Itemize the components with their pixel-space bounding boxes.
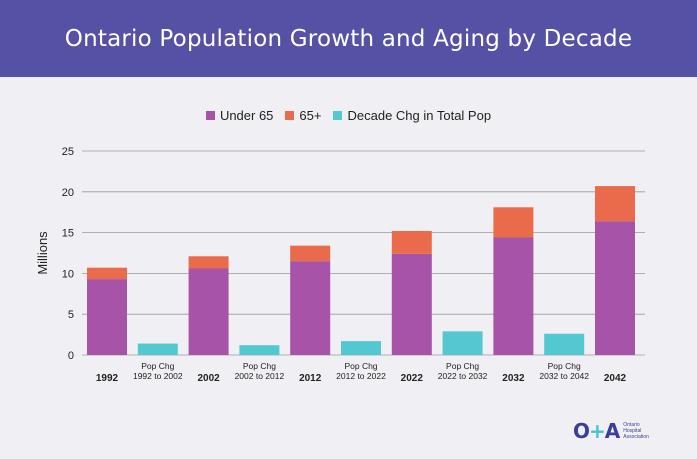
bar-decade-chg-in-total-pop-7 xyxy=(442,331,483,355)
x-tick-label: Pop Chg xyxy=(548,361,581,371)
bar-65--8 xyxy=(493,207,534,238)
bar-decade-chg-in-total-pop-9 xyxy=(544,333,585,355)
logo-letter-a: A xyxy=(604,419,621,443)
logo-plus-icon: + xyxy=(589,419,606,443)
bar-under-65-6 xyxy=(391,253,432,355)
bar-decade-chg-in-total-pop-3 xyxy=(239,345,280,355)
y-tick-label: 25 xyxy=(62,146,74,158)
legend-item-under65: Under 65 xyxy=(205,108,274,123)
x-tick-label: Pop Chg xyxy=(446,361,479,371)
legend-swatch-under65 xyxy=(205,111,215,120)
x-tick-sublabel: 1992 to 2002 xyxy=(133,371,183,381)
header-bar: Ontario Population Growth and Aging by D… xyxy=(0,0,697,77)
x-tick-label: Pop Chg xyxy=(141,361,174,371)
x-tick-label: 1992 xyxy=(96,373,119,384)
bar-65--10 xyxy=(595,186,635,222)
x-tick-label: 2002 xyxy=(197,373,220,384)
legend-label-65plus: 65+ xyxy=(299,108,322,123)
bar-under-65-10 xyxy=(595,221,635,355)
x-tick-label: 2022 xyxy=(401,373,424,384)
x-tick-sublabel: 2032 to 2042 xyxy=(539,371,589,381)
legend-item-change: Decade Chg in Total Pop xyxy=(333,108,491,123)
x-tick-label: 2032 xyxy=(502,373,525,384)
bar-65--2 xyxy=(188,256,229,269)
x-tick-sublabel: 2002 to 2012 xyxy=(235,371,285,381)
y-tick-label: 15 xyxy=(62,228,74,240)
logo-text: Ontario Hospital Association xyxy=(623,422,663,440)
legend-swatch-change xyxy=(333,111,343,120)
logo-text-line3: Association xyxy=(623,434,649,440)
y-tick-label: 0 xyxy=(68,350,74,362)
bar-decade-chg-in-total-pop-5 xyxy=(341,341,381,355)
bar-under-65-8 xyxy=(493,237,534,355)
y-axis-label: Millions xyxy=(35,231,50,275)
legend-item-65plus: 65+ xyxy=(285,108,321,123)
bar-under-65-0 xyxy=(87,279,127,355)
x-tick-label: Pop Chg xyxy=(243,361,276,371)
x-tick-sublabel: 2012 to 2022 xyxy=(336,371,386,381)
y-tick-label: 10 xyxy=(62,268,74,280)
x-tick-label: 2012 xyxy=(299,373,322,384)
legend-swatch-65plus xyxy=(285,111,295,120)
x-tick-label: 2042 xyxy=(604,373,627,384)
chart-title: Ontario Population Growth and Aging by D… xyxy=(64,25,633,52)
bar-under-65-2 xyxy=(188,268,229,355)
legend-label-under65: Under 65 xyxy=(219,108,274,123)
bar-65--4 xyxy=(290,245,331,262)
logo-text-line1: Ontario xyxy=(623,422,640,428)
y-tick-label: 5 xyxy=(68,309,74,321)
x-tick-label: Pop Chg xyxy=(344,361,377,371)
bar-65--0 xyxy=(87,267,127,280)
y-tick-label: 20 xyxy=(62,187,74,199)
legend-label-change: Decade Chg in Total Pop xyxy=(347,108,492,123)
bar-under-65-4 xyxy=(290,261,331,355)
oha-logo: O+A Ontario Hospital Association xyxy=(573,419,683,443)
logo-text-line2: Hospital xyxy=(623,428,642,434)
logo-letter-o: O xyxy=(573,419,590,443)
bar-decade-chg-in-total-pop-1 xyxy=(137,343,178,355)
chart-legend: Under 65 65+ Decade Chg in Total Pop xyxy=(0,108,697,123)
logo-mark: O+A xyxy=(573,419,621,443)
x-tick-sublabel: 2022 to 2032 xyxy=(438,371,488,381)
bar-65--6 xyxy=(391,230,432,254)
